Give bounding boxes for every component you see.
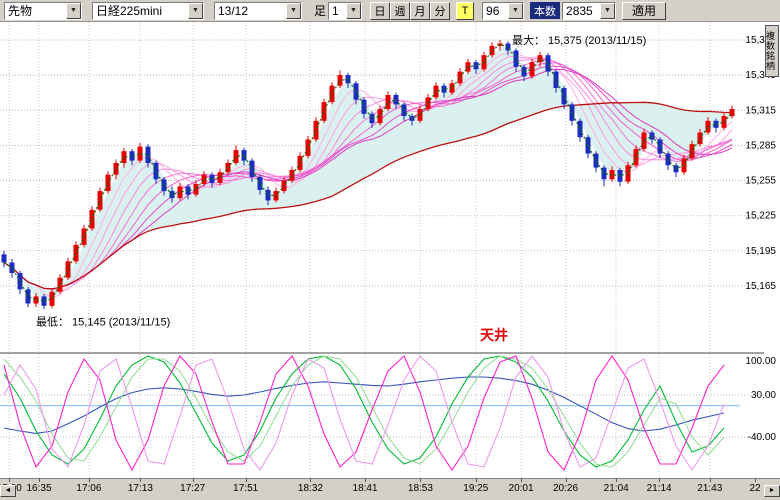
time-tick <box>755 479 757 482</box>
time-label: 22 <box>749 483 761 494</box>
contract-month-select[interactable]: 13/12 ▼ <box>214 1 302 20</box>
time-label: 17:51 <box>233 483 259 494</box>
chevron-down-icon: ▼ <box>286 2 301 19</box>
time-tick <box>310 479 312 482</box>
time-tick <box>9 479 11 482</box>
bar-interval-select[interactable]: 1 ▼ <box>328 1 363 20</box>
chevron-down-icon: ▼ <box>188 2 203 19</box>
time-tick <box>140 479 142 482</box>
scroll-left-button[interactable]: ◄ <box>0 485 16 497</box>
toolbar: 先物 ▼ 日経225mini ▼ 13/12 ▼ 足 1 ▼ 日 週 月 分 T… <box>0 0 780 22</box>
time-axis: ◄ ► 15:0016:3517:0617:1317:2717:5118:321… <box>0 478 780 498</box>
time-label: 16:35 <box>26 483 52 494</box>
time-tick <box>245 479 247 482</box>
time-tick <box>565 479 567 482</box>
time-tick <box>521 479 523 482</box>
svg-text:100.00: 100.00 <box>745 356 776 367</box>
time-label: 21:14 <box>646 483 672 494</box>
time-label: 17:27 <box>180 483 206 494</box>
svg-text:15,225: 15,225 <box>745 211 776 222</box>
bar-type-label: 足 <box>314 4 327 18</box>
time-label: 20:01 <box>508 483 534 494</box>
oscillator-chart[interactable]: 100.00 30.00 -40.00 <box>0 345 780 478</box>
instrument-value: 日経225mini <box>96 4 163 18</box>
svg-text:天井: 天井 <box>480 327 508 343</box>
bar-count-select[interactable]: 96 ▼ <box>482 1 525 20</box>
bar-interval-value: 1 <box>332 3 339 18</box>
period-day-button[interactable]: 日 <box>370 1 391 20</box>
time-tick <box>39 479 40 482</box>
instrument-select[interactable]: 日経225mini ▼ <box>92 1 204 20</box>
chevron-down-icon: ▼ <box>600 2 616 19</box>
contract-month-value: 13/12 <box>218 3 249 18</box>
time-label: 17:06 <box>76 483 102 494</box>
time-label: 19:25 <box>463 483 489 494</box>
svg-text:15,165: 15,165 <box>745 281 776 292</box>
period-minute-button[interactable]: 分 <box>430 1 451 20</box>
time-tick <box>709 479 711 482</box>
time-tick <box>88 479 90 482</box>
time-label: 17:13 <box>127 483 153 494</box>
t-button[interactable]: T <box>456 1 475 20</box>
time-label: 18:41 <box>352 483 378 494</box>
chart-area: 15,375 15,345 15,315 15,285 15,255 15,225 15,1… <box>0 22 780 498</box>
time-label: 21:04 <box>603 483 629 494</box>
bar-count-value: 96 <box>486 3 500 18</box>
svg-text:30.00: 30.00 <box>751 390 776 401</box>
svg-text:15,285: 15,285 <box>745 140 776 151</box>
time-label: 20:26 <box>552 483 579 494</box>
multi-symbol-tab[interactable]: 複数銘柄 <box>765 25 779 77</box>
time-label: 21:43 <box>697 483 723 494</box>
chevron-down-icon: ▼ <box>66 2 81 19</box>
apply-button[interactable]: 適用 <box>622 1 667 20</box>
time-tick <box>659 479 661 482</box>
time-label: 18:53 <box>407 483 433 494</box>
instrument-type-value: 先物 <box>8 4 33 18</box>
svg-text:15,375: 15,375 <box>745 35 776 46</box>
chevron-down-icon: ▼ <box>346 2 362 19</box>
total-bars-value: 2835 <box>566 3 593 18</box>
svg-text:15,195: 15,195 <box>745 246 776 257</box>
svg-text:15,345: 15,345 <box>745 70 776 81</box>
period-week-button[interactable]: 週 <box>390 1 411 20</box>
svg-text:15,255: 15,255 <box>745 176 776 187</box>
svg-text:最大： 15,375 (2013/11/15): 最大： 15,375 (2013/11/15) <box>512 33 646 47</box>
svg-text:15,315: 15,315 <box>745 105 776 116</box>
time-tick <box>365 479 367 482</box>
time-tick <box>616 479 618 482</box>
instrument-type-select[interactable]: 先物 ▼ <box>4 1 82 20</box>
time-tick <box>192 479 194 482</box>
honsu-label: 本数 <box>530 2 561 19</box>
total-bars-select[interactable]: 2835 ▼ <box>562 1 617 20</box>
chevron-down-icon: ▼ <box>508 2 524 19</box>
price-chart[interactable]: 15,375 15,345 15,315 15,285 15,255 15,225 15,1… <box>0 22 780 345</box>
time-label: 18:32 <box>297 483 323 494</box>
svg-text:-40.00: -40.00 <box>748 432 777 443</box>
svg-text:最低： 15,145 (2013/11/15): 最低： 15,145 (2013/11/15) <box>36 315 170 328</box>
period-month-button[interactable]: 月 <box>410 1 431 20</box>
scroll-right-button[interactable]: ► <box>764 485 780 497</box>
time-tick <box>475 479 477 482</box>
time-tick <box>420 479 422 482</box>
